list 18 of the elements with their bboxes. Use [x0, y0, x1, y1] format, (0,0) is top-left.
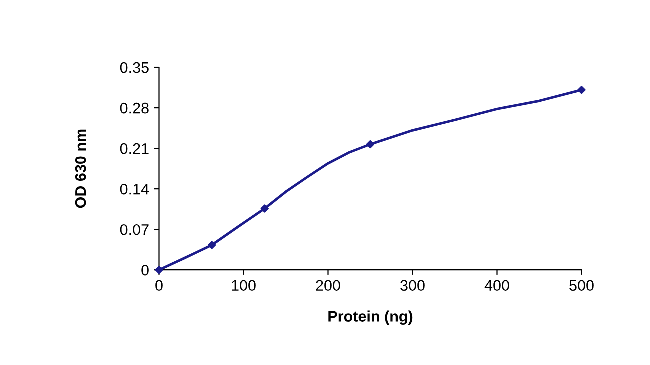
- y-tick-label: 0.07: [120, 224, 149, 236]
- x-tick-label: 500: [570, 280, 594, 292]
- y-tick-label: 0.35: [120, 62, 149, 74]
- y-tick-label: 0: [142, 264, 149, 276]
- y-tick-label: 0.21: [120, 143, 149, 154]
- x-axis-title: Protein (ng): [328, 310, 413, 326]
- y-tick-label: 0.14: [120, 184, 150, 195]
- point: [578, 86, 586, 94]
- x-tick-label: 200: [316, 280, 340, 292]
- point: [260, 204, 269, 213]
- x-tick-label: 300: [400, 280, 425, 292]
- point: [208, 241, 216, 250]
- y-tick-label: 0.28: [120, 102, 149, 114]
- point: [366, 140, 375, 149]
- x-tick-label: 0: [156, 280, 163, 292]
- x-tick-label: 100: [232, 280, 256, 292]
- y-axis-title: OD 630 nm: [75, 130, 86, 208]
- x-tick-label: 400: [484, 280, 510, 292]
